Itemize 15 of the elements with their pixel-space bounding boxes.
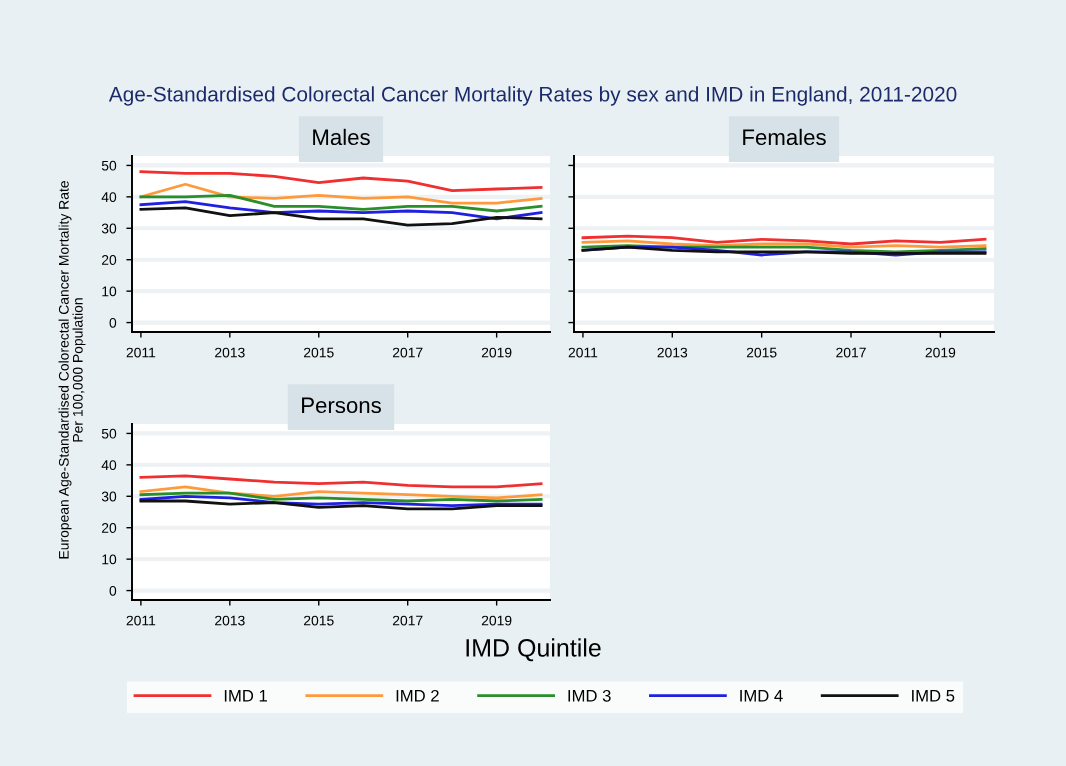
line-series xyxy=(139,193,543,213)
line-series xyxy=(139,200,543,221)
line-series xyxy=(139,170,543,192)
legend-label: IMD 4 xyxy=(740,690,783,702)
line-series xyxy=(139,206,543,227)
legend-label: IMD 2 xyxy=(396,689,439,702)
legend-label: IMD 5 xyxy=(912,690,955,702)
chart-subtitle: Persons xyxy=(302,397,381,414)
chart-subtitle: Males xyxy=(313,128,370,146)
chart-title: Age-Standardised Colorectal Cancer Mortality Rates by sex and IMD in England, 2011-2020 xyxy=(108,86,957,106)
chart-subtitle: Females xyxy=(743,128,826,146)
x-axis-title: IMD Quintile xyxy=(466,638,601,662)
line-series xyxy=(139,182,543,205)
legend-label: IMD 1 xyxy=(224,690,267,702)
legend-label: IMD 3 xyxy=(568,689,611,702)
